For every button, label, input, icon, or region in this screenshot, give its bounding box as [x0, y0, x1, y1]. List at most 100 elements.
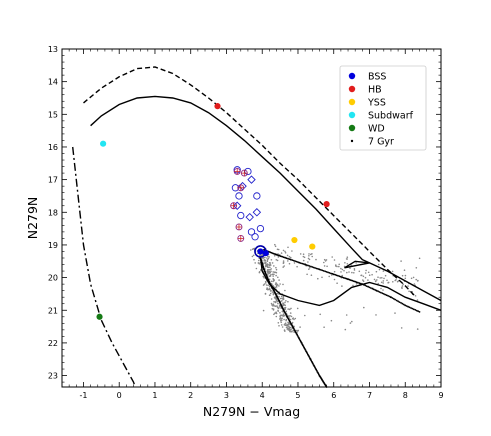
x-tick-label: 8 [403, 391, 408, 400]
field-star [258, 254, 261, 256]
point-7gyr [408, 306, 411, 309]
open-diamond-marker [238, 181, 247, 191]
field-star [358, 270, 361, 273]
crossed-circle-cross [235, 223, 242, 230]
field-star [341, 274, 344, 277]
field-star [253, 258, 255, 261]
field-star [296, 265, 298, 268]
point-7gyr [275, 253, 278, 256]
field-star [282, 313, 285, 316]
open-circle-marker [256, 224, 265, 233]
field-star [276, 248, 279, 251]
field-star [287, 260, 289, 262]
field-star [376, 279, 378, 281]
field-star [266, 263, 269, 265]
field-star [292, 329, 294, 332]
field-star [340, 271, 342, 273]
field-star [274, 245, 277, 248]
field-star [270, 302, 273, 305]
field-star [302, 259, 305, 262]
field-star [290, 307, 292, 310]
field-star [272, 308, 275, 310]
y-tick-label: 13 [48, 45, 58, 54]
field-star [266, 288, 268, 291]
field-star [333, 278, 336, 281]
point-7gyr [368, 286, 371, 289]
x-tick-label: 4 [260, 391, 265, 400]
point-7gyr [341, 276, 344, 279]
x-tick-label: 7 [367, 391, 372, 400]
field-star [377, 282, 380, 285]
field-star [280, 252, 283, 254]
field-star [266, 287, 268, 289]
point-7gyr [377, 290, 379, 293]
field-star [308, 258, 311, 261]
legend-label: HB [368, 85, 382, 96]
field-star [414, 295, 417, 297]
field-star [306, 273, 308, 276]
field-star [345, 258, 348, 260]
point-7gyr [381, 292, 384, 295]
point-7gyr [360, 282, 362, 285]
field-star [287, 300, 289, 303]
field-star [275, 268, 278, 271]
point-7gyr [281, 255, 284, 258]
point-7gyr [417, 310, 419, 313]
field-star [278, 325, 280, 327]
point-7gyr [299, 262, 302, 264]
field-star [275, 311, 277, 314]
field-star [278, 296, 280, 298]
point-7gyr [357, 281, 359, 284]
field-star [269, 274, 272, 276]
field-star [282, 249, 285, 252]
point-7gyr [317, 268, 319, 270]
field-star [262, 284, 265, 286]
field-star [323, 326, 325, 329]
point-7gyr [328, 272, 331, 274]
x-tick-label: -1 [79, 391, 87, 400]
field-star [269, 268, 271, 271]
field-star [269, 290, 272, 292]
field-star [255, 267, 258, 270]
point-7gyr [292, 259, 295, 262]
field-star [317, 277, 319, 280]
field-star [285, 319, 287, 322]
open-circle-marker [253, 192, 261, 200]
field-star [285, 300, 287, 302]
point-7gyr [304, 263, 306, 266]
point-7gyr [380, 291, 382, 294]
field-star [401, 287, 403, 290]
field-star [328, 275, 331, 278]
point-7gyr [387, 295, 389, 297]
field-star [272, 275, 275, 277]
field-star [273, 301, 275, 303]
field-star [400, 327, 403, 329]
field-star [269, 292, 272, 295]
y-tick-label: 22 [48, 339, 58, 348]
field-star [284, 252, 287, 254]
field-star [268, 275, 271, 278]
field-star [286, 328, 289, 330]
field-star [296, 307, 299, 310]
field-star [383, 277, 385, 280]
field-star [367, 271, 370, 274]
field-star [267, 269, 270, 271]
field-star [264, 260, 267, 262]
field-star [251, 248, 254, 250]
field-star [264, 256, 266, 259]
field-star [275, 299, 278, 301]
field-star [281, 317, 283, 320]
field-star [273, 265, 275, 267]
point-7gyr [391, 297, 394, 299]
x-tick-label: 2 [188, 391, 193, 400]
field-star [394, 312, 396, 314]
point-7gyr [348, 278, 351, 281]
field-star [272, 292, 275, 295]
field-star [365, 269, 367, 272]
field-star [270, 280, 273, 283]
field-star [272, 278, 275, 280]
field-star [382, 282, 385, 284]
point-7gyr [332, 273, 335, 276]
